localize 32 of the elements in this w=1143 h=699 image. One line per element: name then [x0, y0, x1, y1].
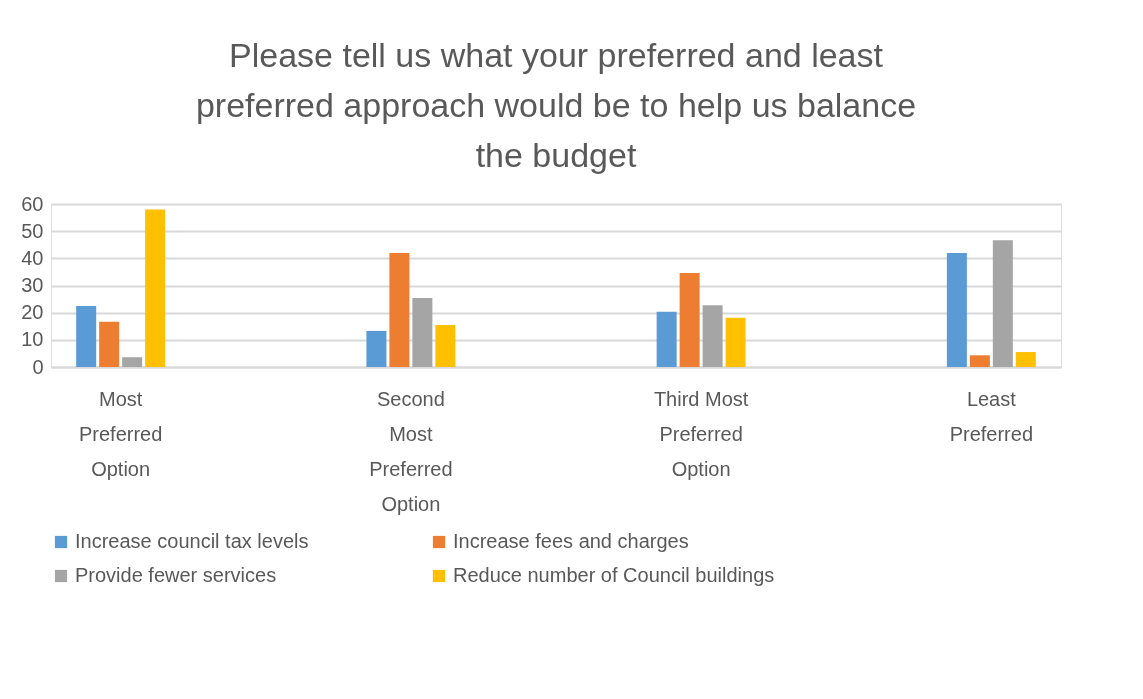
x-tick-label: Third Most Preferred Option	[653, 387, 749, 480]
bar	[366, 330, 387, 367]
x-tick-label: Least Preferred	[949, 387, 1034, 445]
bar	[145, 209, 166, 367]
y-tick-label: 40	[21, 246, 44, 269]
bar	[76, 305, 97, 367]
bar	[99, 321, 120, 367]
bar	[702, 305, 723, 367]
bar	[389, 252, 410, 367]
y-tick-label: 60	[21, 192, 44, 215]
legend-label: Reduce number of Council buildings	[453, 564, 775, 586]
chart-title: Please tell us what your preferred and least preferred approach would be to help us balance the budget	[195, 36, 917, 174]
bar	[656, 311, 677, 367]
bar	[122, 357, 143, 367]
bar	[725, 317, 746, 367]
y-tick-label: 50	[21, 219, 44, 242]
bar	[435, 324, 456, 367]
bar	[946, 252, 967, 367]
x-tick-label: Second Most Preferred Option	[369, 387, 453, 515]
y-tick-label: 20	[21, 301, 44, 324]
bar	[969, 355, 990, 367]
bar	[992, 240, 1013, 367]
y-tick-label: 30	[21, 274, 44, 296]
legend-label: Increase fees and charges	[453, 530, 689, 552]
bar	[1015, 352, 1036, 367]
bar	[412, 298, 433, 367]
y-tick-label: 10	[21, 328, 44, 351]
bar	[679, 273, 700, 367]
y-tick-label: 0	[32, 355, 44, 378]
legend-label: Provide fewer services	[75, 564, 277, 586]
x-tick-label: Most Preferred Option	[78, 387, 163, 480]
legend-label: Increase council tax levels	[75, 530, 309, 552]
